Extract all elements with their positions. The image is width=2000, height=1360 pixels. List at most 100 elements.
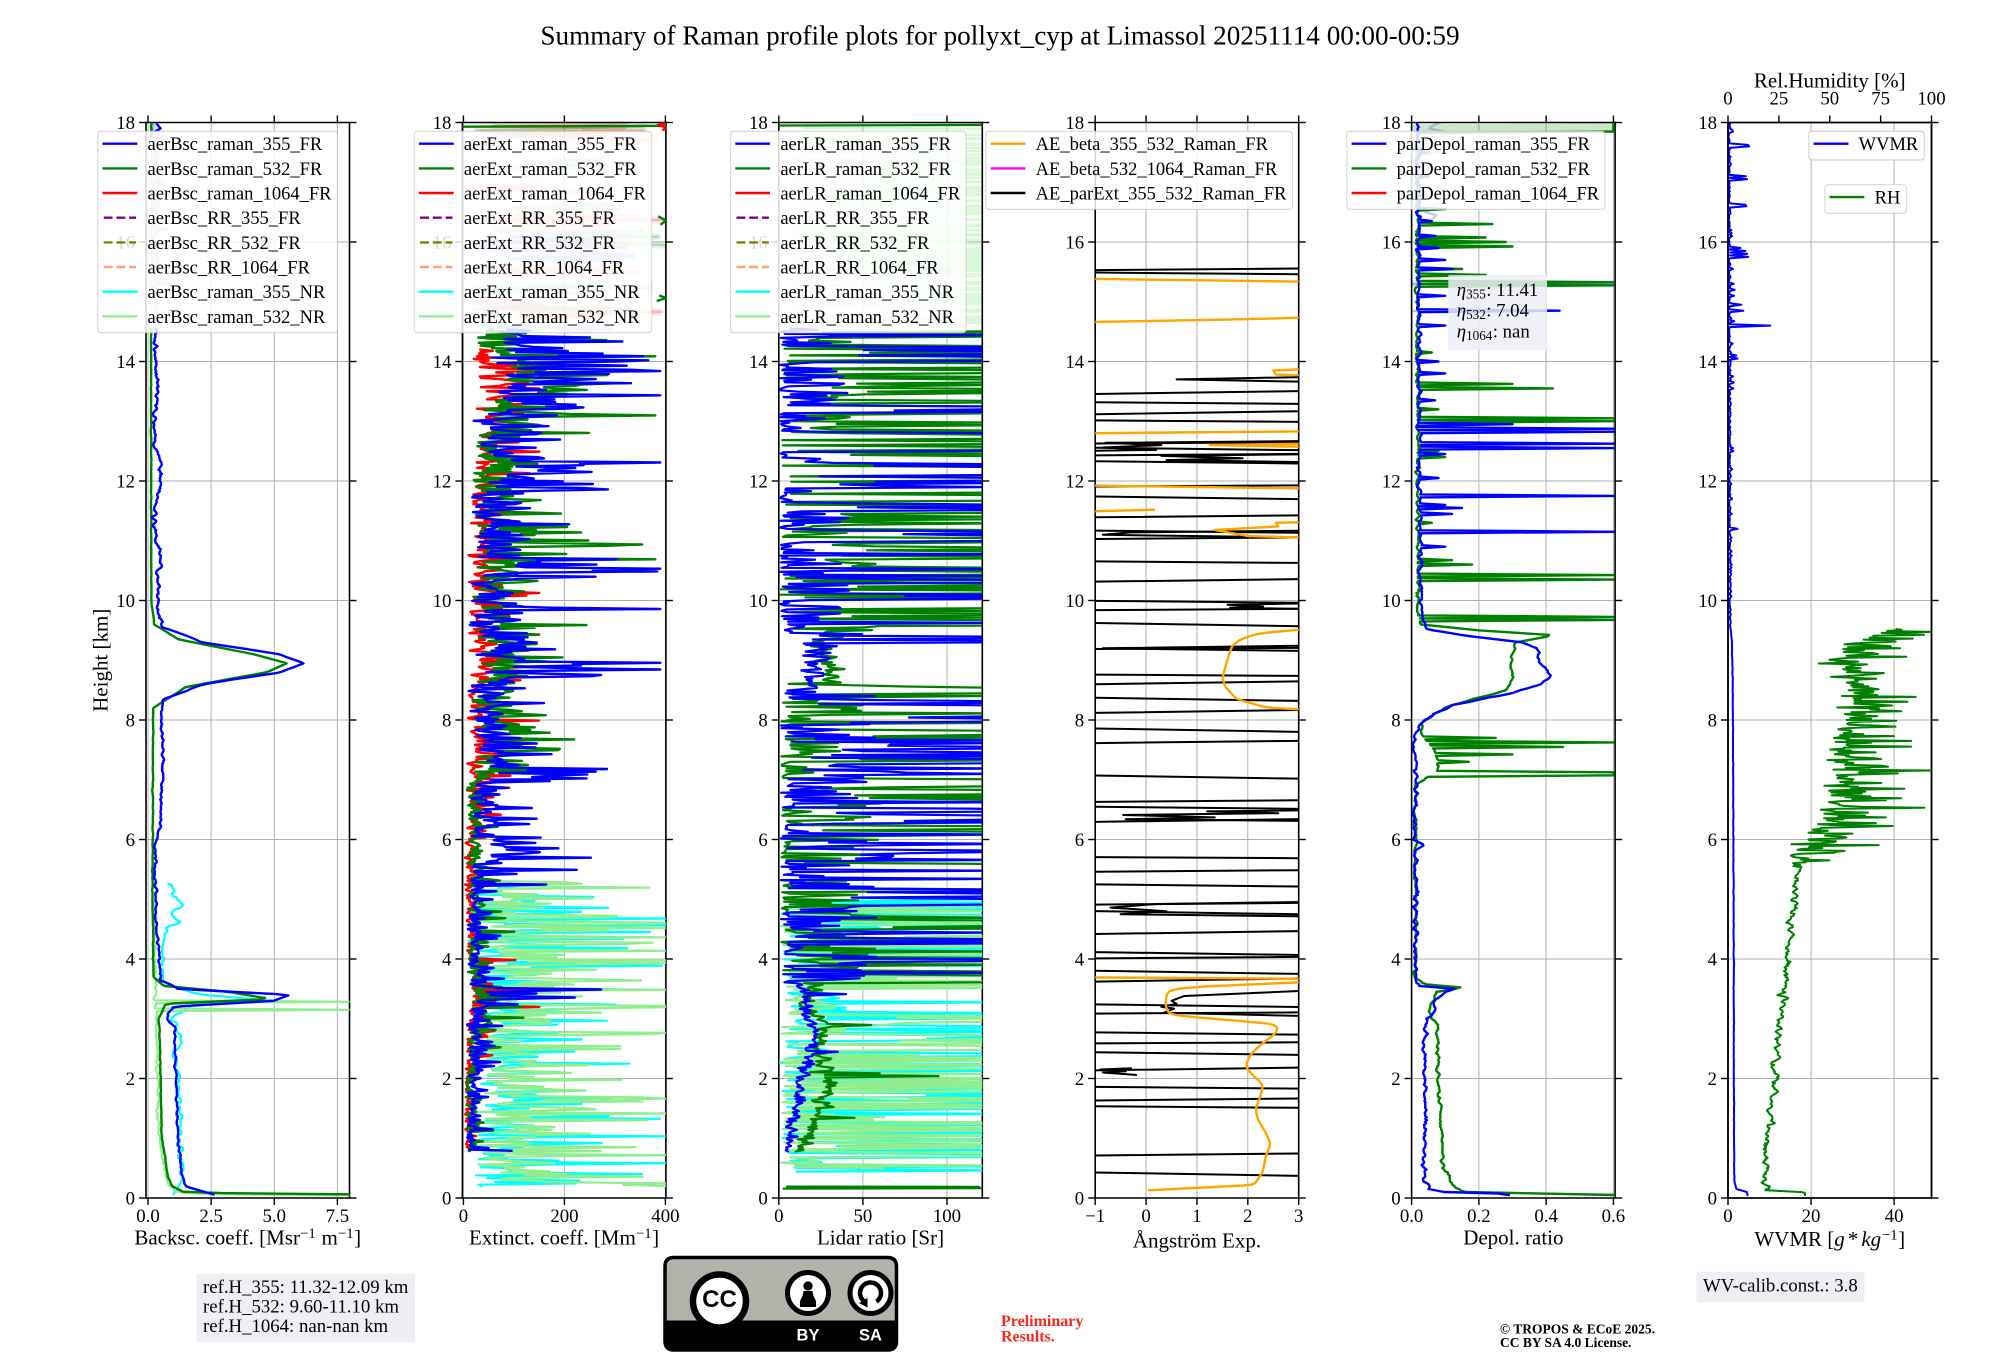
- svg-text:12: 12: [1698, 472, 1717, 493]
- svg-text:aerLR_raman_355_FR: aerLR_raman_355_FR: [780, 135, 951, 155]
- svg-text:10: 10: [1698, 591, 1717, 612]
- svg-text:aerBsc_RR_1064_FR: aerBsc_RR_1064_FR: [148, 258, 311, 278]
- svg-text:0.0: 0.0: [1400, 1206, 1423, 1227]
- svg-text:200: 200: [550, 1206, 578, 1227]
- svg-text:6: 6: [126, 830, 135, 851]
- svg-text:WV-calib.const.: 3.8: WV-calib.const.: 3.8: [1703, 1276, 1858, 1297]
- svg-text:0: 0: [1708, 1189, 1717, 1210]
- svg-text:2: 2: [758, 1069, 767, 1090]
- svg-text:RH: RH: [1875, 189, 1901, 209]
- svg-text:2: 2: [1075, 1069, 1084, 1090]
- svg-text:η 3 5 5: η 3 5 5 : 1 1 . 4 1: [1457, 280, 1539, 303]
- svg-text:W V M R: W V M R [ * ] g k g − 1: [1754, 1226, 1909, 1251]
- svg-text:0: 0: [459, 1206, 468, 1227]
- svg-text:16: 16: [1382, 233, 1401, 254]
- svg-text:14: 14: [749, 352, 768, 373]
- svg-text:aerExt_raman_532_FR: aerExt_raman_532_FR: [464, 160, 637, 180]
- svg-text:Preliminary: Preliminary: [1001, 1313, 1083, 1330]
- svg-text:SA: SA: [859, 1326, 882, 1344]
- svg-text:aerBsc_raman_355_FR: aerBsc_raman_355_FR: [148, 135, 323, 155]
- svg-text:−1: −1: [1085, 1206, 1105, 1227]
- svg-text:aerBsc_raman_355_NR: aerBsc_raman_355_NR: [148, 283, 326, 303]
- svg-text:8: 8: [1391, 711, 1400, 732]
- svg-text:7.5: 7.5: [326, 1206, 349, 1227]
- svg-text:aerExt_raman_355_FR: aerExt_raman_355_FR: [464, 135, 637, 155]
- svg-text:10: 10: [116, 591, 135, 612]
- svg-text:Rel.Humidity [%]: Rel.Humidity [%]: [1754, 68, 1906, 92]
- svg-text:© TROPOS & ECoE 2025.: © TROPOS & ECoE 2025.: [1500, 1321, 1655, 1336]
- svg-text:8: 8: [1708, 711, 1717, 732]
- svg-text:25: 25: [1769, 88, 1788, 109]
- svg-text:14: 14: [1382, 352, 1401, 373]
- svg-text:16: 16: [1065, 233, 1084, 254]
- svg-text:aerLR_raman_355_NR: aerLR_raman_355_NR: [780, 283, 954, 303]
- svg-text:E x t i: E x t i n c t . c o e f f . [ M m ] − 1: [469, 1225, 663, 1250]
- svg-text:16: 16: [1698, 233, 1717, 254]
- svg-text:4: 4: [1075, 950, 1085, 971]
- svg-text:aerExt_raman_355_NR: aerExt_raman_355_NR: [464, 283, 640, 303]
- svg-text:3: 3: [1294, 1206, 1303, 1227]
- svg-text:4: 4: [1708, 950, 1718, 971]
- svg-text:2: 2: [1391, 1069, 1400, 1090]
- svg-text:2: 2: [1708, 1069, 1717, 1090]
- svg-text:ref.H_355: 11.32-12.09 km: ref.H_355: 11.32-12.09 km: [203, 1277, 409, 1298]
- svg-text:Depol. ratio: Depol. ratio: [1463, 1226, 1563, 1250]
- svg-text:B a c k: B a c k s c . c o e f f . [ M s r m ] −: [134, 1225, 365, 1250]
- svg-text:aerLR_raman_1064_FR: aerLR_raman_1064_FR: [780, 185, 960, 205]
- svg-text:ref.H_1064: nan-nan km: ref.H_1064: nan-nan km: [203, 1316, 389, 1337]
- svg-text:aerBsc_raman_532_FR: aerBsc_raman_532_FR: [148, 160, 323, 180]
- svg-text:14: 14: [1065, 352, 1084, 373]
- svg-text:aerLR_raman_532_FR: aerLR_raman_532_FR: [780, 160, 951, 180]
- svg-text:Summary of Raman profile plots: Summary of Raman profile plots for polly…: [540, 21, 1459, 51]
- svg-text:14: 14: [1698, 352, 1717, 373]
- svg-text:18: 18: [1065, 113, 1084, 134]
- svg-text:6: 6: [1708, 830, 1717, 851]
- svg-text:0: 0: [774, 1206, 783, 1227]
- svg-text:aerLR_raman_532_NR: aerLR_raman_532_NR: [780, 308, 954, 328]
- svg-text:5.0: 5.0: [263, 1206, 286, 1227]
- svg-text:2.5: 2.5: [199, 1206, 222, 1227]
- svg-text:50: 50: [1820, 88, 1839, 109]
- svg-text:2: 2: [126, 1069, 135, 1090]
- svg-text:aerLR_RR_1064_FR: aerLR_RR_1064_FR: [780, 258, 939, 278]
- svg-text:0: 0: [126, 1189, 135, 1210]
- svg-text:10: 10: [433, 591, 452, 612]
- svg-text:100: 100: [933, 1206, 961, 1227]
- svg-text:0.6: 0.6: [1602, 1206, 1625, 1227]
- svg-text:aerExt_RR_355_FR: aerExt_RR_355_FR: [464, 209, 616, 229]
- svg-text:AE_parExt_355_532_Raman_FR: AE_parExt_355_532_Raman_FR: [1036, 185, 1287, 205]
- svg-text:2: 2: [442, 1069, 451, 1090]
- svg-text:8: 8: [442, 711, 451, 732]
- svg-text:aerExt_RR_532_FR: aerExt_RR_532_FR: [464, 234, 616, 254]
- svg-text:AE_beta_532_1064_Raman_FR: AE_beta_532_1064_Raman_FR: [1036, 160, 1278, 180]
- svg-text:8: 8: [1075, 711, 1084, 732]
- svg-text:12: 12: [433, 472, 452, 493]
- svg-text:1: 1: [1192, 1206, 1201, 1227]
- svg-text:WVMR: WVMR: [1859, 135, 1919, 155]
- svg-text:100: 100: [1917, 88, 1945, 109]
- svg-text:0: 0: [1391, 1189, 1400, 1210]
- svg-text:aerBsc_RR_532_FR: aerBsc_RR_532_FR: [148, 234, 302, 254]
- svg-text:aerLR_RR_532_FR: aerLR_RR_532_FR: [780, 234, 930, 254]
- svg-text:ref.H_532: 9.60-11.10 km: ref.H_532: 9.60-11.10 km: [203, 1297, 399, 1318]
- svg-text:10: 10: [1382, 591, 1401, 612]
- svg-text:18: 18: [1698, 113, 1717, 134]
- svg-text:0.4: 0.4: [1534, 1206, 1558, 1227]
- svg-text:20: 20: [1802, 1206, 1821, 1227]
- svg-text:8: 8: [126, 711, 135, 732]
- svg-text:18: 18: [433, 113, 452, 134]
- svg-text:12: 12: [116, 472, 135, 493]
- svg-text:12: 12: [749, 472, 768, 493]
- svg-text:6: 6: [1075, 830, 1084, 851]
- svg-text:Height [km]: Height [km]: [89, 609, 113, 712]
- svg-text:aerExt_raman_1064_FR: aerExt_raman_1064_FR: [464, 185, 647, 205]
- svg-text:CC: CC: [702, 1286, 737, 1313]
- svg-text:aerExt_RR_1064_FR: aerExt_RR_1064_FR: [464, 258, 625, 278]
- svg-text:4: 4: [758, 950, 768, 971]
- svg-text:η 5 3 2: η 5 3 2 : 7 . 0 4: [1457, 301, 1530, 324]
- svg-text:0: 0: [758, 1189, 767, 1210]
- svg-text:12: 12: [1382, 472, 1401, 493]
- svg-text:aerBsc_raman_1064_FR: aerBsc_raman_1064_FR: [148, 185, 333, 205]
- svg-text:12: 12: [1065, 472, 1084, 493]
- svg-text:50: 50: [854, 1206, 873, 1227]
